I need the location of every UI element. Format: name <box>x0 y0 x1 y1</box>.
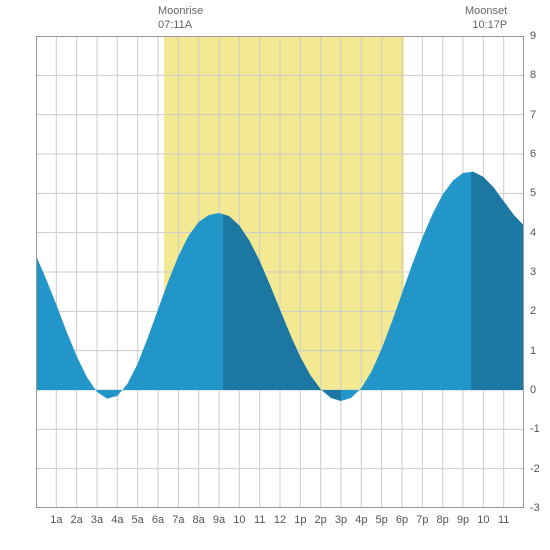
x-tick-label: 8p <box>437 514 449 526</box>
y-tick-label: 1 <box>530 345 536 357</box>
y-tick-label: -2 <box>530 463 540 475</box>
y-tick-label: 0 <box>530 384 536 396</box>
x-tick-label: 1a <box>50 514 62 526</box>
x-tick-label: 11 <box>498 514 509 526</box>
plot-area <box>36 36 524 508</box>
y-tick-label: -1 <box>530 423 540 435</box>
x-tick-label: 4a <box>111 514 123 526</box>
x-tick-label: 8a <box>193 514 205 526</box>
y-tick-label: 3 <box>530 266 536 278</box>
y-tick-label: 5 <box>530 187 536 199</box>
moonrise-label: Moonrise 07:11A <box>158 4 203 33</box>
x-tick-label: 5p <box>376 514 388 526</box>
moonset-label: Moonset 10:17P <box>465 4 507 33</box>
x-tick-label: 1p <box>294 514 306 526</box>
x-tick-label: 3p <box>335 514 347 526</box>
x-tick-label: 2p <box>315 514 327 526</box>
y-tick-label: 8 <box>530 69 536 81</box>
y-tick-label: 4 <box>530 227 536 239</box>
x-tick-label: 6p <box>396 514 408 526</box>
x-tick-label: 10 <box>477 514 489 526</box>
x-tick-label: 11 <box>254 514 265 526</box>
moonset-time: 10:17P <box>472 19 507 31</box>
x-tick-label: 6a <box>152 514 164 526</box>
x-tick-label: 3a <box>91 514 103 526</box>
y-tick-label: 9 <box>530 30 536 42</box>
x-tick-label: 9p <box>457 514 469 526</box>
moonset-title: Moonset <box>465 5 507 17</box>
moonrise-title: Moonrise <box>158 5 203 17</box>
y-tick-label: 6 <box>530 148 536 160</box>
x-tick-label: 10 <box>233 514 245 526</box>
y-tick-label: 2 <box>530 305 536 317</box>
moonrise-time: 07:11A <box>158 19 192 31</box>
x-tick-label: 5a <box>132 514 144 526</box>
x-tick-label: 7a <box>172 514 184 526</box>
x-tick-label: 12 <box>274 514 286 526</box>
x-tick-label: 2a <box>71 514 83 526</box>
x-tick-label: 9a <box>213 514 225 526</box>
tide-chart: Moonrise 07:11A Moonset 10:17P 1a 2a 3a 4a 5… <box>0 0 550 550</box>
chart-svg <box>36 36 524 508</box>
x-tick-label: 4p <box>355 514 367 526</box>
y-tick-label: 7 <box>530 109 536 121</box>
y-tick-label: -3 <box>530 502 540 514</box>
x-tick-label: 7p <box>416 514 428 526</box>
